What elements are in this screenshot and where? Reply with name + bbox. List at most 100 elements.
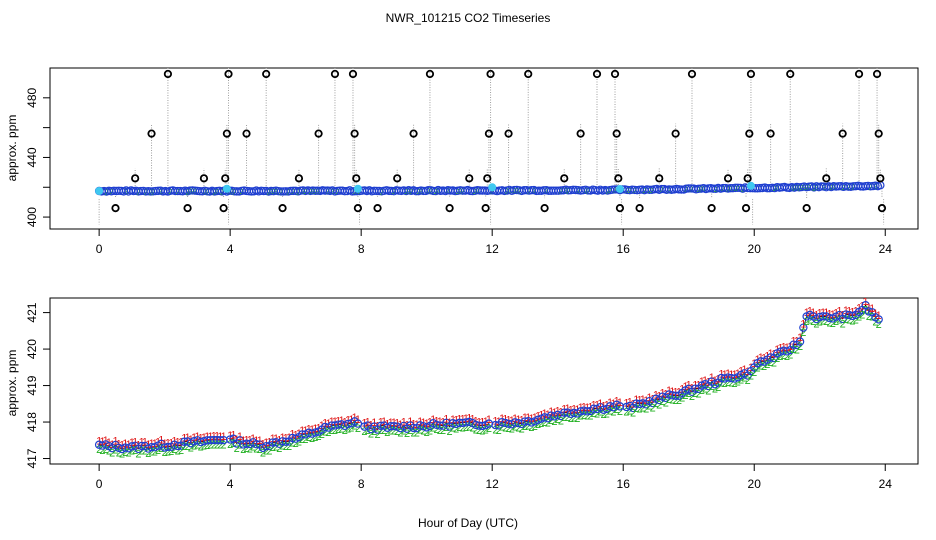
data-point — [304, 428, 313, 437]
series-2-point: 2 — [833, 316, 839, 328]
series-2-point: 2 — [293, 438, 299, 450]
data-point-label: 2 — [851, 184, 855, 191]
series-2-point: 2 — [342, 425, 348, 437]
data-point-label: 2 — [304, 189, 308, 196]
data-point-label: 2 — [136, 189, 140, 196]
flagged-point — [872, 69, 882, 79]
data-point-label: 2 — [564, 188, 568, 195]
series-2-point: 2 — [676, 395, 682, 407]
flagged-point — [576, 129, 585, 138]
data-point-label: 2 — [805, 185, 809, 192]
data-point-label: 2 — [800, 185, 804, 192]
data-point — [632, 399, 641, 408]
series-2-point: 2 — [768, 357, 774, 369]
series-2-point: 2 — [574, 413, 580, 425]
x-tick-label: 0 — [96, 242, 103, 256]
flagged-point — [221, 174, 230, 183]
data-point — [474, 421, 484, 430]
flagged-point — [183, 204, 192, 213]
flagged-point — [348, 69, 358, 79]
chart-title: NWR_101215 CO2 Timeseries — [386, 11, 551, 25]
series-2-point: 2 — [453, 423, 459, 435]
flagged-point — [484, 129, 494, 138]
series-2-point: 2 — [745, 375, 751, 387]
series-2-point: 2 — [352, 421, 358, 433]
series-2-point: 2 — [391, 426, 397, 438]
flagged-point — [314, 129, 323, 138]
data-point — [206, 435, 215, 445]
series-2-point: 2 — [96, 444, 102, 456]
x-tick-label: 12 — [486, 242, 500, 256]
data-point-label: 2 — [667, 187, 671, 194]
series-2-point: 2 — [201, 441, 207, 453]
series-2-point: 2 — [614, 404, 620, 416]
data-point-label: 2 — [726, 187, 730, 194]
series-2-point: 2 — [584, 411, 590, 423]
data-point — [239, 440, 248, 449]
y-tick-label: 419 — [25, 375, 39, 395]
data-point — [635, 399, 644, 409]
series-2-point: 2 — [695, 388, 701, 400]
series-2-point: 2 — [319, 429, 325, 441]
flagged-point — [373, 204, 382, 213]
segment-start-point — [488, 183, 497, 192]
series-2-point: 2 — [568, 413, 574, 425]
flagged-point — [723, 174, 733, 183]
data-point-label: 2 — [532, 188, 536, 195]
flagged-point — [504, 129, 513, 138]
flagged-point — [350, 129, 359, 138]
series-2-point: 2 — [456, 422, 462, 434]
series-2-point: 2 — [204, 440, 210, 452]
segment-start-point — [222, 184, 231, 193]
series-2-point: 2 — [587, 410, 593, 422]
series-2-point: 2 — [381, 425, 387, 437]
series-2-point: 2 — [640, 403, 646, 415]
flagged-point — [465, 174, 474, 183]
flagged-point — [707, 204, 716, 213]
series-2-point: 2 — [777, 351, 783, 363]
series-2-point: 2 — [784, 351, 790, 363]
series-2-point: 2 — [551, 416, 557, 428]
data-point — [864, 307, 874, 316]
series-2-point: 2 — [758, 361, 764, 373]
flagged-point — [655, 174, 664, 183]
series-2-point: 2 — [479, 425, 485, 437]
data-point — [848, 311, 857, 321]
series-2-point: 2 — [797, 341, 803, 353]
series-2-point: 2 — [843, 314, 849, 326]
data-point — [448, 419, 458, 428]
series-2-point: 2 — [807, 314, 813, 326]
series-2-point: 2 — [135, 448, 141, 460]
data-point-label: 2 — [613, 187, 617, 194]
series-2-point: 2 — [866, 311, 872, 323]
series-2-point: 2 — [414, 428, 420, 440]
data-point-label: 2 — [697, 187, 701, 194]
series-2-point: 2 — [600, 409, 606, 421]
series-2-point: 2 — [103, 444, 109, 456]
flagged-point — [131, 174, 140, 183]
bottom-plot-area: 1212121212121212121212121212121212121212… — [94, 298, 883, 460]
series-2-point: 2 — [139, 445, 145, 457]
series-2-point: 2 — [813, 318, 819, 330]
data-point — [668, 391, 677, 400]
data-point-label: 2 — [628, 188, 632, 195]
data-point — [815, 312, 824, 322]
series-2-point: 2 — [181, 441, 187, 453]
series-2-point: 2 — [519, 423, 525, 435]
x-tick-label: 12 — [486, 477, 500, 491]
series-2-point: 2 — [627, 405, 633, 417]
flagged-point — [614, 174, 623, 183]
data-point-label: 2 — [797, 185, 801, 192]
series-2-point: 2 — [528, 422, 534, 434]
data-point-label: 2 — [272, 189, 276, 196]
series-2-point: 2 — [260, 447, 266, 459]
series-2-point: 2 — [214, 440, 220, 452]
data-point-label: 2 — [822, 185, 826, 192]
data-point-label: 2 — [227, 189, 231, 196]
series-2-point: 2 — [617, 406, 623, 418]
data-point-label: 2 — [515, 188, 519, 195]
series-2-point: 2 — [145, 448, 151, 460]
series-2-point: 2 — [509, 424, 515, 436]
series-2-point: 2 — [338, 424, 344, 436]
series-2-point: 2 — [820, 316, 826, 328]
